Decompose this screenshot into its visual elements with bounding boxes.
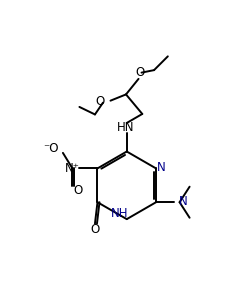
Text: ⁻O: ⁻O — [43, 142, 58, 155]
Text: N: N — [179, 195, 187, 208]
Text: O: O — [96, 95, 105, 108]
Text: NH: NH — [110, 207, 128, 220]
Text: O: O — [73, 184, 83, 198]
Text: O: O — [135, 66, 144, 79]
Text: N: N — [157, 161, 166, 174]
Text: O: O — [90, 223, 100, 236]
Text: HN: HN — [117, 122, 134, 134]
Text: N⁺: N⁺ — [65, 162, 80, 175]
